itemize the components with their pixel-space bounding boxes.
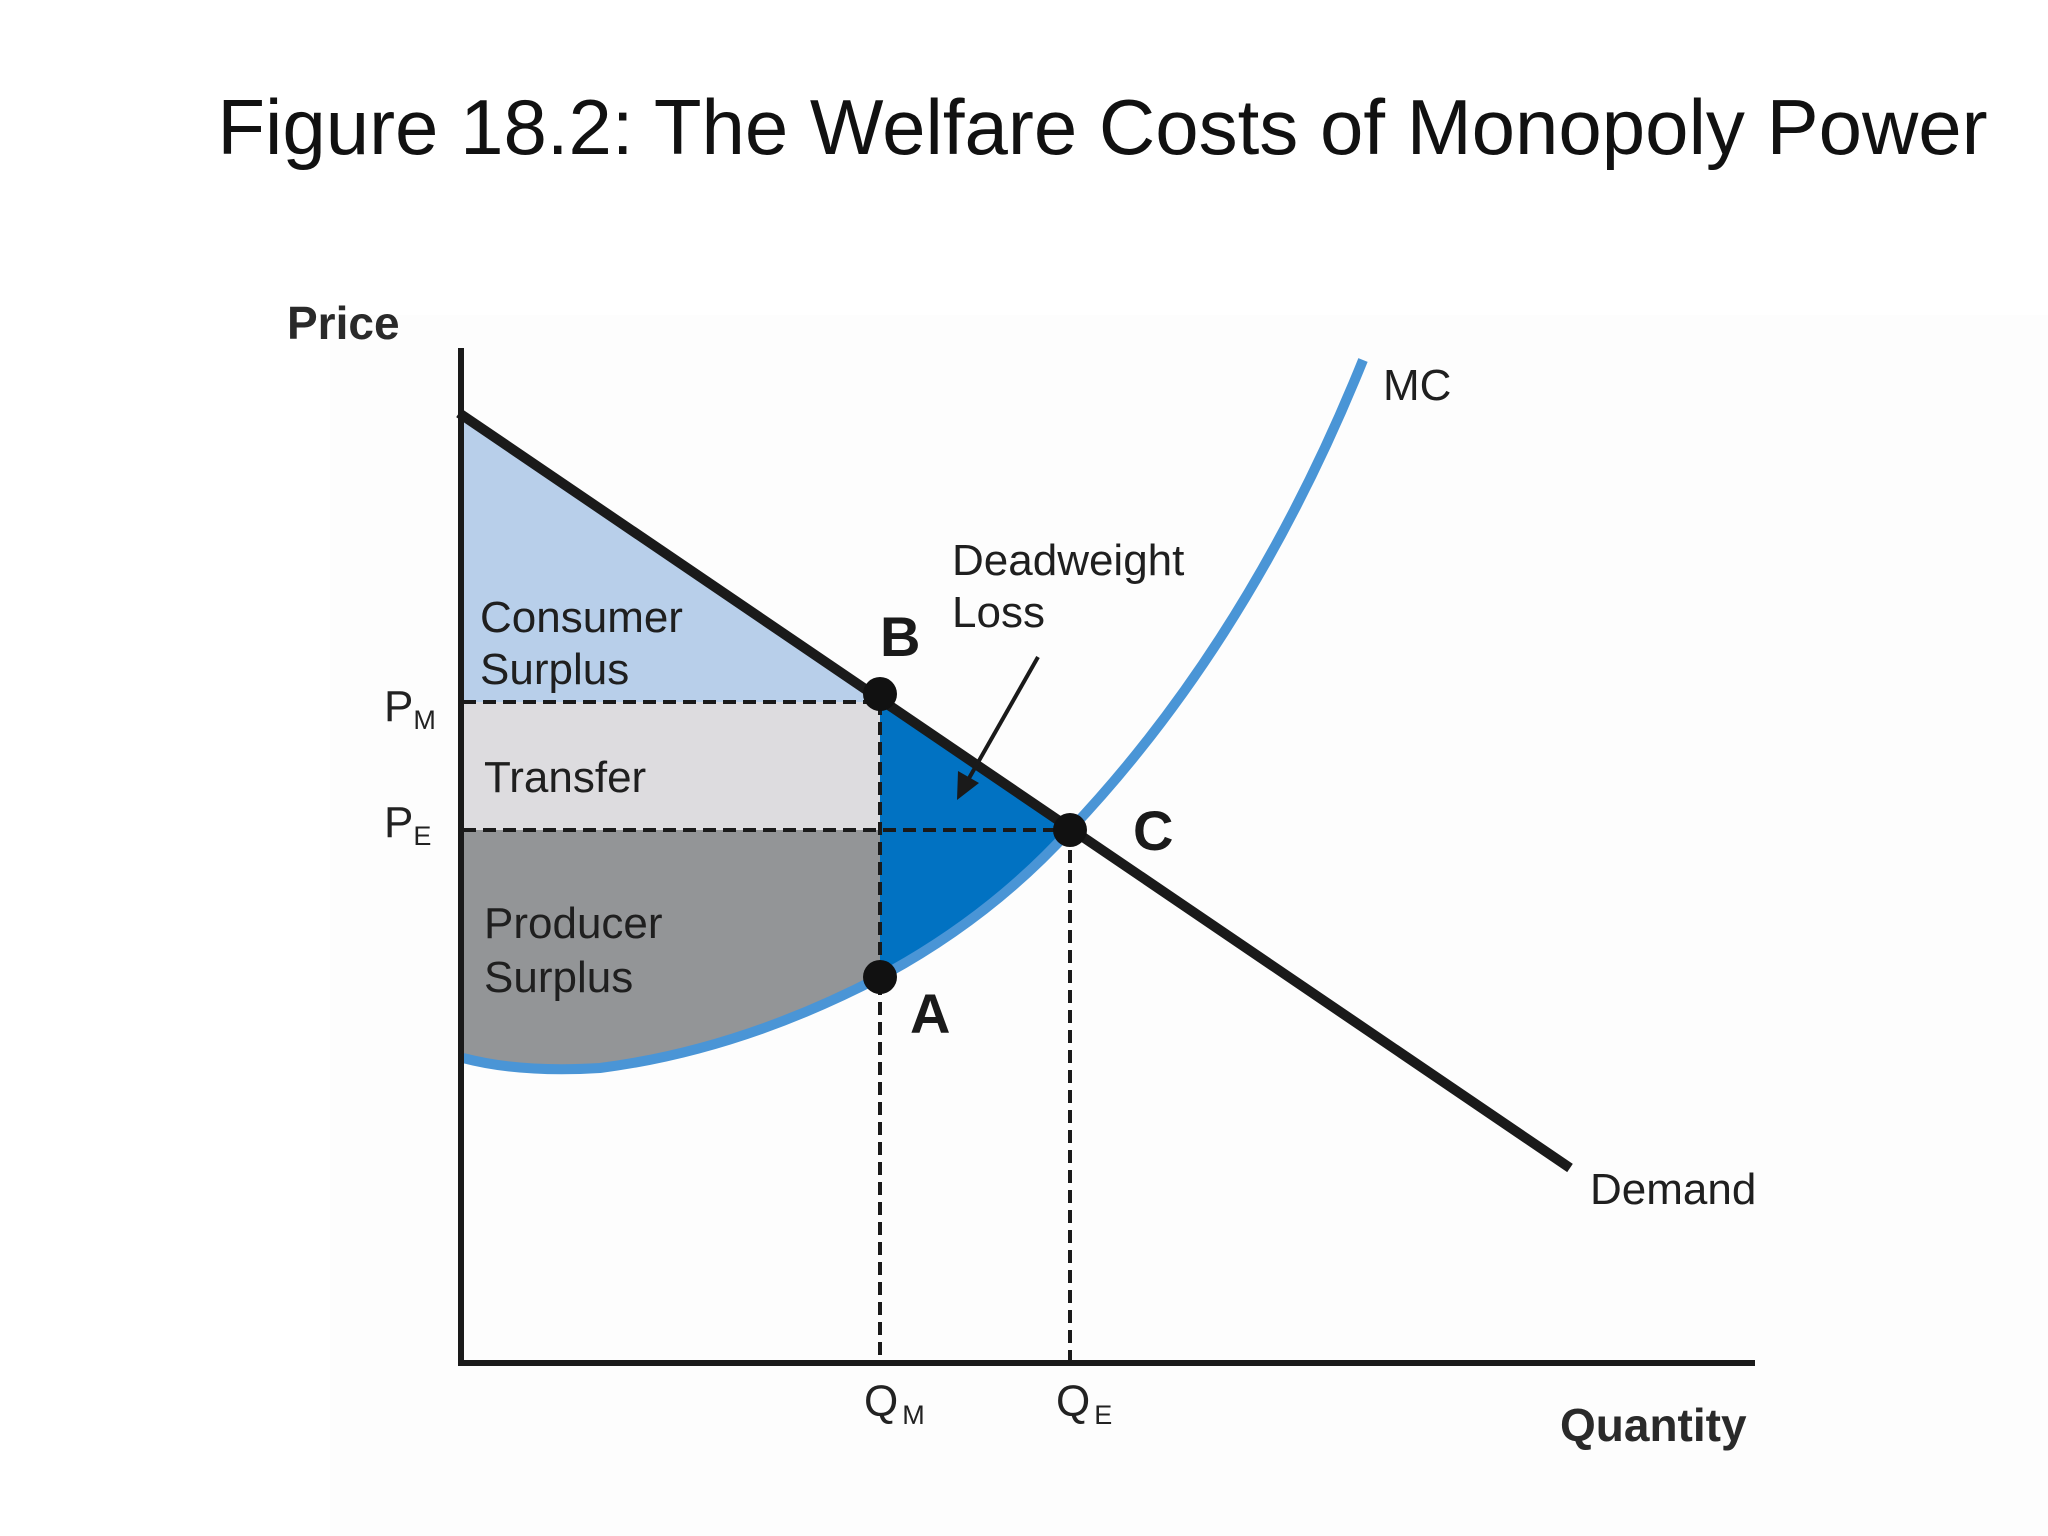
deadweight-loss-arrowhead: [957, 771, 979, 800]
producer-surplus-region: [463, 830, 880, 1070]
deadweight-loss-label-line1: Deadweight: [952, 536, 1184, 585]
producer-surplus-label-line2: Surplus: [484, 953, 633, 1002]
demand-curve: [456, 408, 1573, 1173]
deadweight-loss-label-line2: Loss: [952, 588, 1045, 637]
pe-tick-label: PE: [384, 798, 431, 851]
point-a-marker: [863, 960, 897, 994]
demand-curve-label: Demand: [1590, 1165, 1756, 1214]
y-axis-label: Price: [287, 297, 400, 349]
guide-lines: [463, 700, 1072, 1362]
consumer-surplus-label-line1: Consumer: [480, 593, 683, 642]
x-axis-label: Quantity: [1560, 1399, 1747, 1451]
pm-tick-label: PM: [384, 682, 436, 735]
point-b-label: B: [880, 605, 920, 668]
point-b-marker: [863, 677, 897, 711]
point-a-label: A: [910, 982, 950, 1045]
figure-title: Figure 18.2: The Welfare Costs of Monopo…: [217, 83, 1988, 171]
mc-curve: [461, 358, 1368, 1075]
mc-curve-label: MC: [1383, 361, 1451, 410]
deadweight-loss-arrow: [966, 656, 1040, 781]
point-c-marker: [1053, 813, 1087, 847]
transfer-region: [463, 702, 880, 830]
point-c-label: C: [1133, 799, 1173, 862]
deadweight-loss-region: [880, 702, 1070, 977]
transfer-label: Transfer: [484, 753, 646, 802]
producer-surplus-label-line1: Producer: [484, 899, 663, 948]
consumer-surplus-label-line2: Surplus: [480, 645, 629, 694]
